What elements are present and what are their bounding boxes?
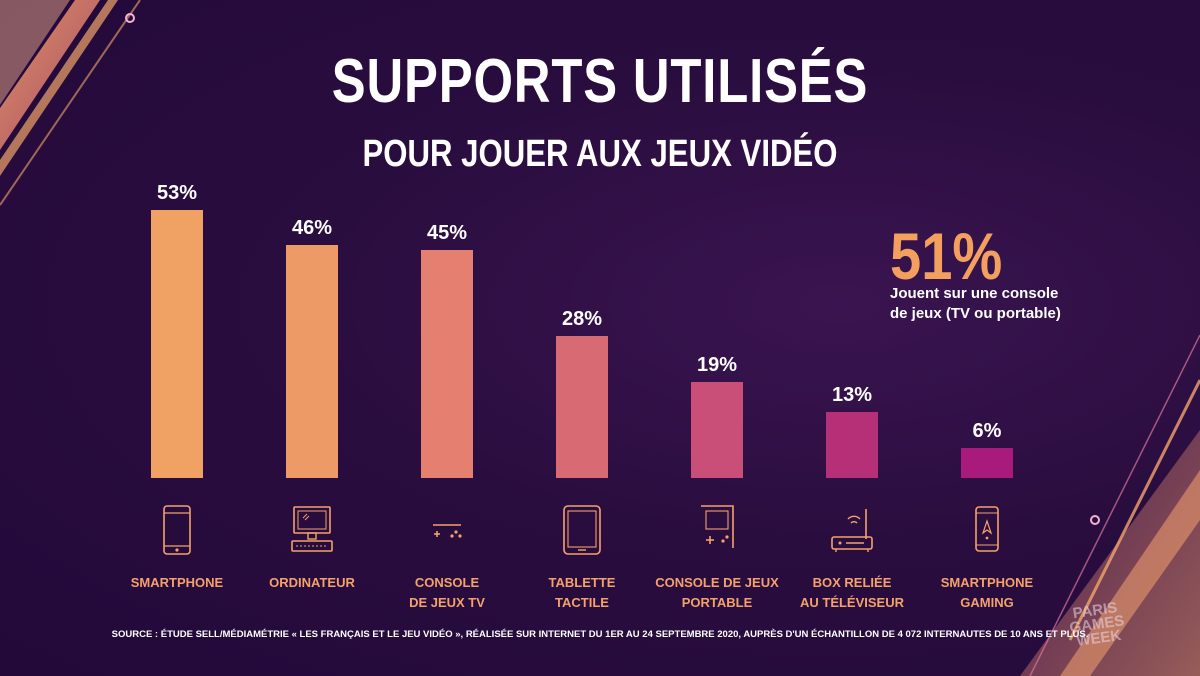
bar xyxy=(556,336,608,478)
console-share-text: Jouent sur une console de jeux (TV ou po… xyxy=(890,284,1100,324)
category-label-line2: AU TÉLÉVISEUR xyxy=(799,595,904,610)
category-label-line1: TABLETTE xyxy=(548,575,616,590)
bar-value-label: 28% xyxy=(561,308,603,331)
category-label-line1: SMARTPHONE xyxy=(130,575,224,590)
category-label-line2: PORTABLE xyxy=(681,595,753,610)
chart-title: SUPPORTS UTILISÉS xyxy=(331,47,869,116)
category-label-line2: GAMING xyxy=(960,595,1014,610)
bar-value-label: 6% xyxy=(972,419,1002,442)
category-label: CONSOLE DE JEUX TV xyxy=(362,573,532,613)
category-label-line2: DE JEUX TV xyxy=(409,595,485,610)
bar-value-label: 53% xyxy=(156,182,198,204)
bar xyxy=(286,245,338,478)
category-label: CONSOLE DE JEUX PORTABLE xyxy=(632,573,802,613)
source-note: SOURCE : ÉTUDE SELL/MÉDIAMÉTRIE « LES FR… xyxy=(111,629,1089,640)
console-share-value: 51% xyxy=(890,219,1003,293)
bar xyxy=(691,381,743,478)
set-top-box-icon xyxy=(831,509,873,552)
bar xyxy=(961,447,1013,478)
bar-value-label: 46% xyxy=(291,217,333,240)
bar xyxy=(421,250,473,478)
category-label: SMARTPHONE GAMING xyxy=(902,573,1072,613)
smartphone-icon xyxy=(163,505,191,555)
tablet-icon xyxy=(563,505,601,555)
bar-value-label: 13% xyxy=(831,384,873,407)
bar-value-label: 45% xyxy=(426,222,468,245)
category-label-line1: ORDINATEUR xyxy=(269,575,355,590)
category-label-line2: TACTILE xyxy=(555,595,609,610)
handheld-console-icon xyxy=(701,505,734,548)
category-label: ORDINATEUR xyxy=(227,573,397,593)
bar xyxy=(826,412,878,478)
category-label-line1: CONSOLE xyxy=(414,575,480,590)
category-label-line1: BOX RELIÉE xyxy=(812,575,892,590)
console-share-line2: de jeux (TV ou portable) xyxy=(890,305,1061,322)
bar xyxy=(151,210,203,478)
category-label: BOX RELIÉE AU TÉLÉVISEUR xyxy=(767,573,937,613)
gaming-phone-icon xyxy=(975,506,999,552)
category-label: SMARTPHONE xyxy=(92,573,262,593)
computer-icon xyxy=(291,506,333,552)
chart-subtitle: POUR JOUER AUX JEUX VIDÉO xyxy=(362,133,838,175)
category-label: TABLETTE TACTILE xyxy=(497,573,667,613)
category-label-line1: CONSOLE DE JEUX xyxy=(655,575,779,590)
gamepad-icon xyxy=(433,524,462,538)
category-label-line1: SMARTPHONE xyxy=(940,575,1034,590)
console-share-line1: Jouent sur une console xyxy=(890,285,1059,302)
bar-value-label: 19% xyxy=(696,353,738,376)
